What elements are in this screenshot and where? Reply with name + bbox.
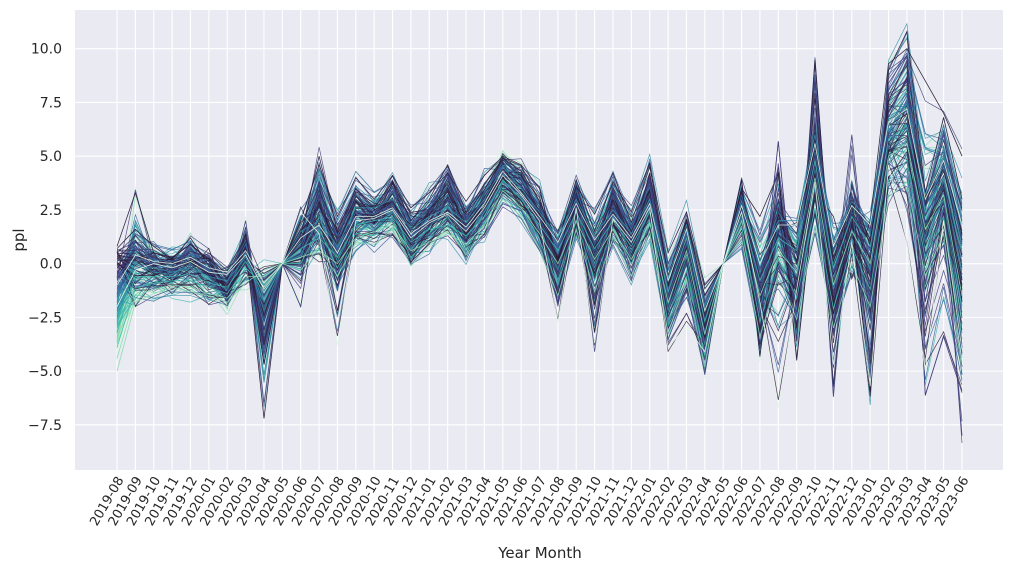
series-line — [116, 103, 963, 318]
series-line — [116, 108, 963, 313]
series-line — [116, 125, 963, 348]
series-line — [116, 142, 963, 372]
series-line — [116, 162, 963, 343]
series-line — [116, 94, 963, 329]
y-tick-label: 7.5 — [40, 95, 62, 111]
series-line — [116, 181, 963, 372]
series-line — [116, 116, 963, 333]
x-axis-label: Year Month — [497, 544, 582, 562]
y-tick-label: 5.0 — [40, 149, 62, 165]
series-line — [116, 48, 963, 419]
y-tick-label: 2.5 — [40, 203, 62, 219]
y-tick-label: −2.5 — [28, 310, 62, 326]
series-line — [116, 138, 963, 346]
series-lines — [116, 22, 963, 444]
y-tick-label: −5.0 — [28, 364, 62, 380]
y-tick-label: 0.0 — [40, 257, 62, 273]
y-axis-ticks: −7.5 −5.0 −2.5 0.0 2.5 5.0 7.5 10.0 — [28, 42, 62, 434]
y-tick-label: −7.5 — [28, 418, 62, 434]
series-line — [116, 164, 963, 408]
x-axis-ticks: 2019-082019-092019-102019-112019-122020-… — [87, 474, 972, 529]
y-tick-label: 10.0 — [31, 42, 62, 58]
y-axis-label: ppl — [10, 228, 28, 251]
